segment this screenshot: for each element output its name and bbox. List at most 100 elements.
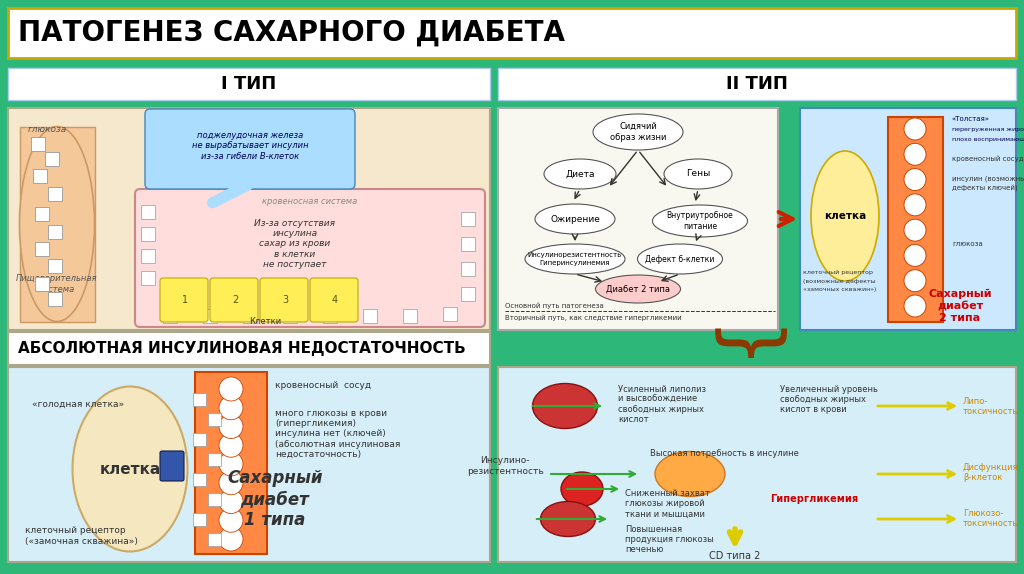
Bar [141,271,155,285]
Text: Вторичный путь, как следствие гипергликемии: Вторичный путь, как следствие гиперглике… [505,315,682,321]
Text: свободных жирных: свободных жирных [618,405,705,413]
Text: Липо-: Липо- [963,398,988,406]
Bar [141,249,155,263]
Text: Сахарный
диабет
2 типа: Сахарный диабет 2 типа [928,289,992,323]
FancyBboxPatch shape [8,8,1016,58]
Circle shape [219,433,243,457]
Text: глюкозы жировой: глюкозы жировой [625,499,705,509]
Text: 1: 1 [182,295,188,305]
FancyBboxPatch shape [498,108,778,330]
FancyBboxPatch shape [888,117,943,322]
Bar [35,277,49,291]
Text: Глюкозо-: Глюкозо- [963,510,1004,518]
Text: и высвобождение: и высвобождение [618,394,697,404]
Text: Сниженный захват: Сниженный захват [625,490,710,498]
Ellipse shape [525,244,625,274]
Text: Пищеварительная
система: Пищеварительная система [16,274,97,294]
Text: Сидячий
образ жизни: Сидячий образ жизни [610,122,667,142]
Bar [141,205,155,219]
Circle shape [219,527,243,551]
Ellipse shape [638,244,723,274]
FancyBboxPatch shape [260,278,308,322]
Ellipse shape [532,383,597,429]
Text: много глюкозы в крови
(гипергликемия)
инсулина нет (ключей)
(абсолютная инсулино: много глюкозы в крови (гипергликемия) ин… [275,409,400,459]
Bar [48,225,62,239]
Circle shape [904,144,926,165]
Text: продукция глюкозы: продукция глюкозы [625,536,714,545]
Text: перегруженная жиром клетка,: перегруженная жиром клетка, [952,126,1024,131]
FancyBboxPatch shape [135,189,485,327]
Ellipse shape [596,275,681,303]
Text: поджелудочная железа
не вырабатывает инсулин
из-за гибели В-клеток: поджелудочная железа не вырабатывает инс… [191,131,308,161]
Bar [208,453,221,466]
Text: кислот: кислот [618,414,648,424]
FancyBboxPatch shape [160,278,208,322]
FancyBboxPatch shape [195,372,267,554]
Text: «замочных скважин»): «замочных скважин») [803,288,877,293]
Bar [141,227,155,241]
Circle shape [904,295,926,317]
FancyBboxPatch shape [8,68,490,100]
FancyBboxPatch shape [498,367,1016,562]
Bar [48,187,62,201]
Bar [208,413,221,426]
Circle shape [904,169,926,191]
Text: Увеличенный уровень: Увеличенный уровень [780,385,878,394]
Bar [362,309,377,323]
Bar [283,309,297,323]
FancyBboxPatch shape [310,278,358,322]
FancyBboxPatch shape [498,68,1016,100]
Bar [243,309,257,323]
Ellipse shape [73,386,187,552]
FancyBboxPatch shape [160,451,184,481]
Text: токсичность: токсичность [963,408,1019,417]
Bar [461,237,475,251]
Text: ткани и мышцами: ткани и мышцами [625,510,705,518]
Text: Дисфункция: Дисфункция [963,463,1019,472]
Bar [208,493,221,506]
Bar [403,309,417,323]
FancyArrowPatch shape [213,185,248,203]
Text: 3: 3 [282,295,288,305]
Text: Диабет 2 типа: Диабет 2 типа [606,285,670,293]
Bar [208,533,221,546]
Text: токсичность: токсичность [963,519,1019,529]
Bar [31,137,45,151]
Ellipse shape [811,151,879,281]
FancyBboxPatch shape [8,108,490,330]
Text: ПАТОГЕНЕЗ САХАРНОГО ДИАБЕТА: ПАТОГЕНЕЗ САХАРНОГО ДИАБЕТА [18,19,565,47]
Text: кровеносная система: кровеносная система [262,196,357,205]
FancyBboxPatch shape [20,127,95,322]
Text: Высокая потребность в инсулине: Высокая потребность в инсулине [650,449,799,459]
Text: 2: 2 [231,295,239,305]
Text: II ТИП: II ТИП [726,75,787,93]
Text: Из-за отсутствия
инсулина
сахар из крови
в клетки
не поступает: Из-за отсутствия инсулина сахар из крови… [255,219,336,269]
Text: Основной путь патогенеза: Основной путь патогенеза [505,302,604,309]
Text: Диета: Диета [565,169,595,179]
Circle shape [219,490,243,514]
Text: Гипергликемия: Гипергликемия [770,494,858,504]
Bar [48,259,62,273]
Bar [48,292,62,306]
Ellipse shape [593,114,683,150]
Circle shape [904,270,926,292]
Ellipse shape [655,452,725,497]
Ellipse shape [561,472,603,506]
Bar [35,242,49,256]
Text: глюкоза: глюкоза [952,241,983,247]
Bar [163,309,177,323]
Text: кровеносный сосуд: кровеносный сосуд [952,156,1024,162]
FancyBboxPatch shape [145,109,355,189]
Bar [461,262,475,276]
Text: }: } [703,327,777,375]
Text: Внутриутробное
питание: Внутриутробное питание [667,211,733,231]
Bar [203,309,217,323]
Circle shape [219,508,243,532]
Bar [323,309,337,323]
Circle shape [904,219,926,241]
Bar [193,513,206,526]
FancyBboxPatch shape [8,367,490,562]
Text: Ожирение: Ожирение [550,215,600,223]
Circle shape [219,452,243,476]
Bar [35,207,49,221]
